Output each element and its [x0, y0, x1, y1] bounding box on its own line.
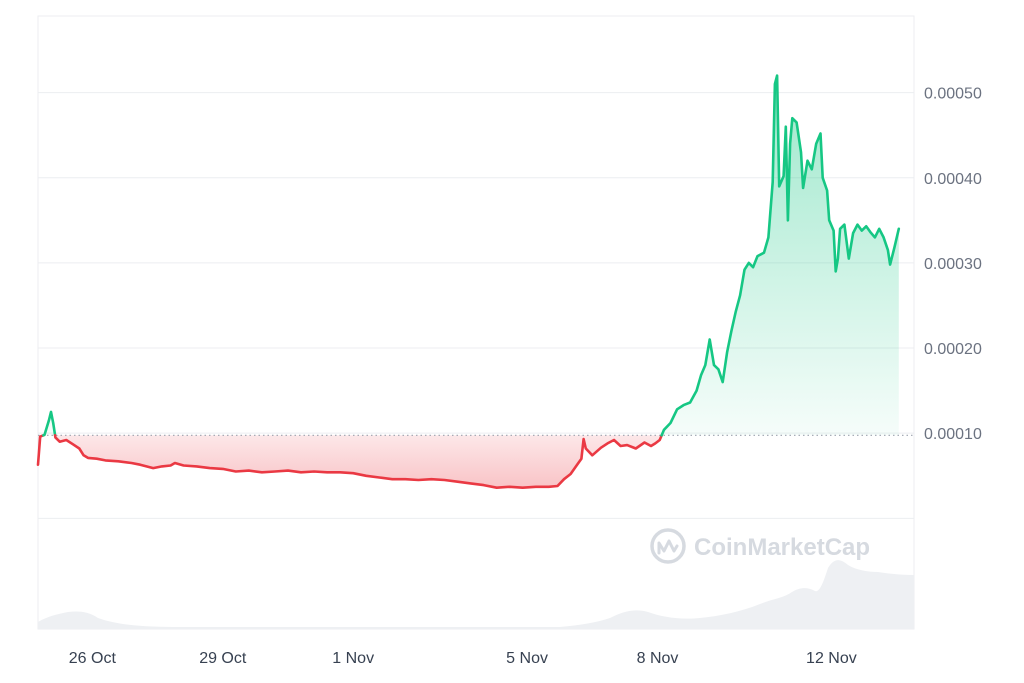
line-segment-up: [42, 410, 57, 437]
x-tick-label: 5 Nov: [506, 650, 548, 667]
y-tick-label: 0.00040: [924, 171, 982, 188]
area-above-baseline: [661, 75, 899, 436]
line-segment-down: [36, 434, 45, 466]
y-tick-label: 0.00020: [924, 341, 982, 358]
x-axis: 26 Oct 29 Oct 1 Nov 5 Nov 8 Nov 12 Nov: [69, 650, 857, 667]
y-tick-label: 0.00010: [924, 426, 982, 443]
volume-area: [38, 560, 914, 629]
x-tick-label: 8 Nov: [637, 650, 679, 667]
price-area: [38, 75, 899, 488]
price-line: [36, 74, 901, 489]
volume-shape: [38, 560, 914, 629]
line-segment-down: [53, 434, 663, 489]
y-tick-label: 0.00050: [924, 86, 982, 103]
line-segment-up: [660, 74, 901, 437]
y-axis: 0.00010 0.00020 0.00030 0.00040 0.00050: [924, 86, 982, 444]
coinmarketcap-logo-icon: [650, 528, 686, 564]
coinmarketcap-watermark: CoinMarketCap: [650, 528, 870, 564]
watermark-text: CoinMarketCap: [694, 534, 870, 561]
x-tick-label: 26 Oct: [69, 650, 117, 667]
y-tick-label: 0.00030: [924, 256, 982, 273]
x-tick-label: 12 Nov: [806, 650, 857, 667]
x-tick-label: 1 Nov: [332, 650, 374, 667]
area-below-baseline: [55, 435, 662, 488]
x-tick-label: 29 Oct: [199, 650, 247, 667]
